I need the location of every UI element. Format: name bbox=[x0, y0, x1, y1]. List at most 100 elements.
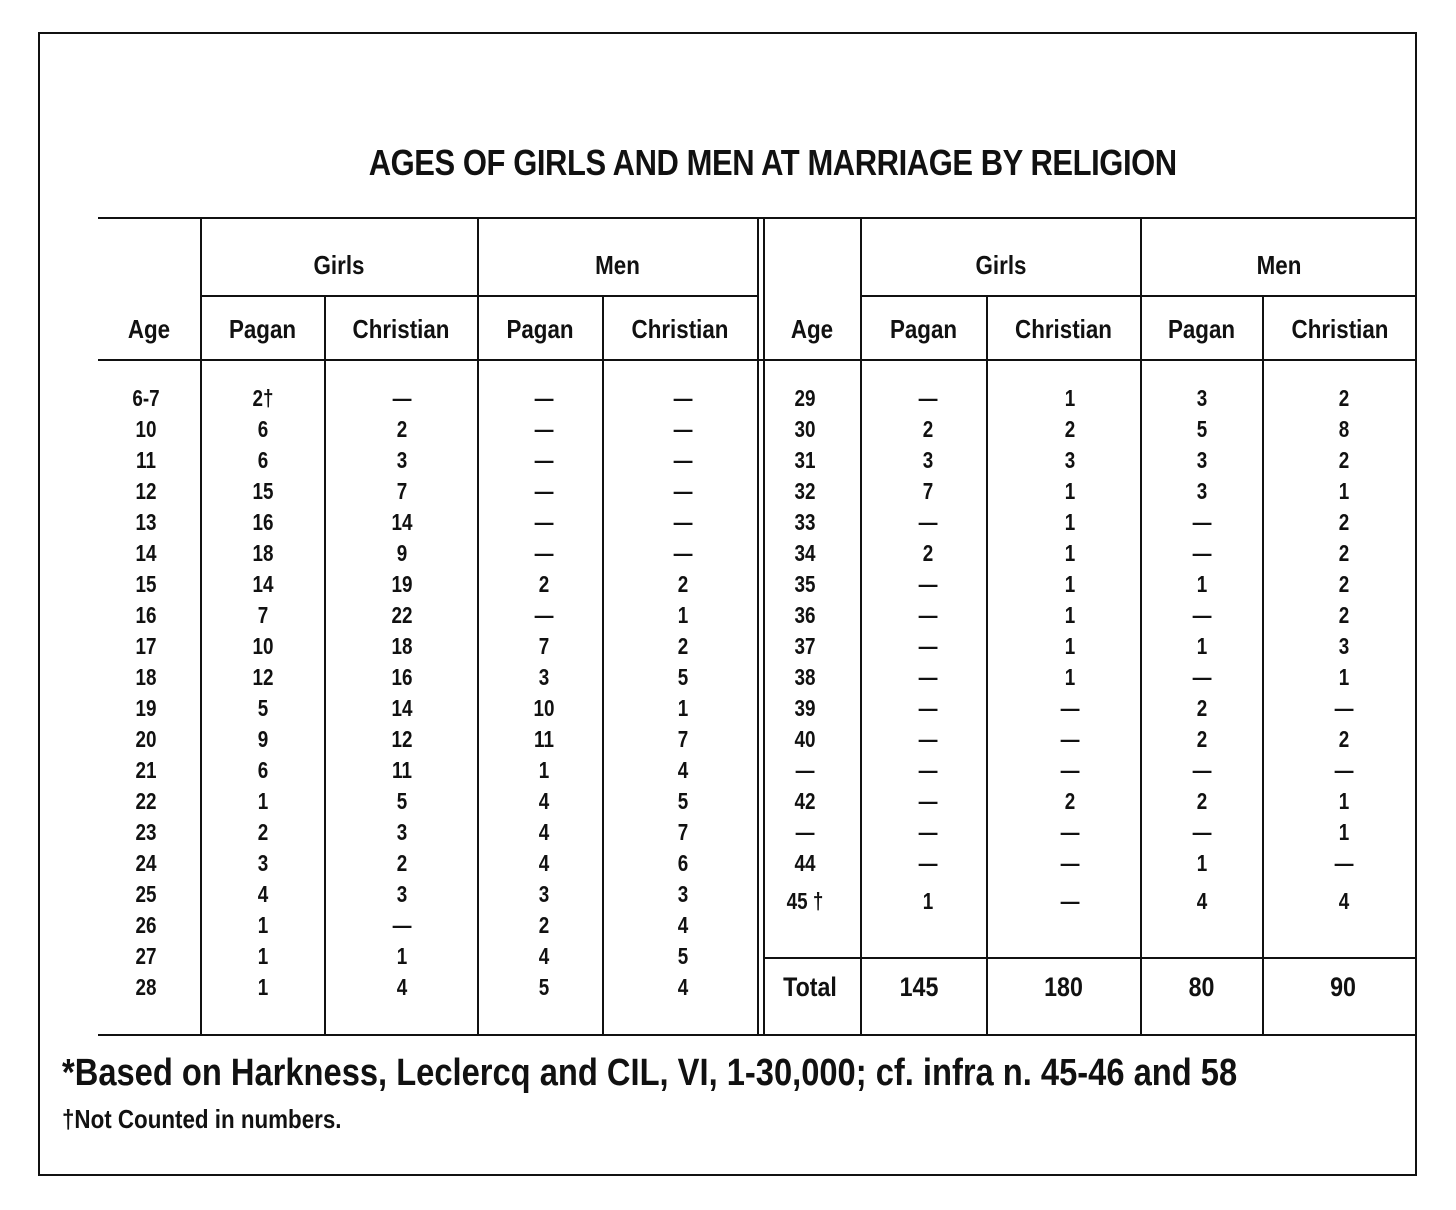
total-rule bbox=[764, 957, 1417, 959]
right-men-pagan-cell: 5 bbox=[1196, 416, 1208, 442]
left-age-cell: 15 bbox=[135, 571, 157, 597]
left-men-pagan-cell: — bbox=[534, 385, 554, 411]
right-men-pagan-cell: 1 bbox=[1196, 633, 1208, 659]
left-men-pagan-cell: 2 bbox=[538, 912, 550, 938]
left-men-pagan-cell: 5 bbox=[538, 974, 550, 1000]
right-girls-christian-cell: — bbox=[1060, 757, 1080, 783]
right-girls-christian-cell: 1 bbox=[1064, 602, 1076, 628]
right-men-christian-cell: 2 bbox=[1338, 571, 1350, 597]
right-men-christian-cell: — bbox=[1334, 695, 1354, 721]
right-girls-pagan-cell: — bbox=[918, 726, 938, 752]
left-girls-christian-cell: 22 bbox=[391, 602, 413, 628]
header-pagan: Pagan bbox=[228, 314, 297, 344]
right-age-cell: 44 bbox=[794, 850, 816, 876]
left-girls-pagan-cell: 16 bbox=[252, 509, 274, 535]
left-girls-pagan-cell: 10 bbox=[252, 633, 274, 659]
left-age-cell: 16 bbox=[135, 602, 157, 628]
right-age-cell: 33 bbox=[794, 509, 816, 535]
left-age-cell: 25 bbox=[135, 881, 157, 907]
header-christian: Christian bbox=[1291, 314, 1389, 344]
right-age-cell: 32 bbox=[794, 478, 816, 504]
header-girls-left: Girls bbox=[313, 250, 365, 280]
left-girls-christian-cell: 19 bbox=[391, 571, 413, 597]
left-age-cell: 19 bbox=[135, 695, 157, 721]
left-men-christian-cell: 4 bbox=[677, 757, 689, 783]
right-girls-pagan-cell: — bbox=[918, 850, 938, 876]
left-men-pagan-cell: 4 bbox=[538, 943, 550, 969]
center-double-rule bbox=[763, 217, 765, 1035]
left-men-christian-cell: 5 bbox=[677, 788, 689, 814]
left-men-christian-cell: — bbox=[673, 416, 693, 442]
right-men-pagan-cell: 3 bbox=[1196, 385, 1208, 411]
left-girls-christian-cell: — bbox=[392, 912, 412, 938]
left-men-christian-cell: 2 bbox=[677, 633, 689, 659]
left-men-pagan-cell: 3 bbox=[538, 664, 550, 690]
right-age-cell: 29 bbox=[794, 385, 816, 411]
right-girls-pagan-cell: — bbox=[918, 509, 938, 535]
total-label: Total bbox=[783, 972, 837, 1002]
right-age-cell: 39 bbox=[794, 695, 816, 721]
right-girls-pagan-cell: — bbox=[918, 633, 938, 659]
left-age-cell: 28 bbox=[135, 974, 157, 1000]
left-girls-christian-cell: 2 bbox=[396, 416, 408, 442]
col-divider bbox=[860, 217, 862, 1035]
header-pagan: Pagan bbox=[1167, 314, 1236, 344]
center-double-rule bbox=[757, 217, 759, 1035]
right-age-cell: 45 † bbox=[786, 888, 824, 914]
right-girls-christian-cell: 1 bbox=[1064, 633, 1076, 659]
left-girls-christian-cell: 1 bbox=[396, 943, 408, 969]
left-girls-pagan-cell: 6 bbox=[257, 416, 269, 442]
left-girls-pagan-cell: 1 bbox=[257, 974, 269, 1000]
left-men-pagan-cell: 10 bbox=[533, 695, 555, 721]
right-age-cell: 38 bbox=[794, 664, 816, 690]
left-men-christian-cell: 2 bbox=[677, 571, 689, 597]
left-men-christian-cell: 4 bbox=[677, 974, 689, 1000]
right-men-christian-cell: 8 bbox=[1338, 416, 1350, 442]
left-men-pagan-cell: 4 bbox=[538, 819, 550, 845]
left-age-cell: 20 bbox=[135, 726, 157, 752]
left-men-pagan-cell: 7 bbox=[538, 633, 550, 659]
right-age-cell: 35 bbox=[794, 571, 816, 597]
left-men-pagan-cell: 3 bbox=[538, 881, 550, 907]
total-men-christian: 90 bbox=[1330, 972, 1356, 1002]
right-girls-pagan-cell: — bbox=[918, 695, 938, 721]
right-girls-christian-cell: 1 bbox=[1064, 664, 1076, 690]
right-men-pagan-cell: 2 bbox=[1196, 726, 1208, 752]
right-girls-christian-cell: 2 bbox=[1064, 416, 1076, 442]
left-girls-pagan-cell: 3 bbox=[257, 850, 269, 876]
left-men-pagan-cell: 1 bbox=[538, 757, 550, 783]
right-age-cell: 40 bbox=[794, 726, 816, 752]
header-age-right: Age bbox=[790, 314, 834, 344]
right-men-christian-cell: 1 bbox=[1338, 819, 1350, 845]
right-men-pagan-cell: 1 bbox=[1196, 850, 1208, 876]
left-girls-christian-cell: 18 bbox=[391, 633, 413, 659]
right-girls-pagan-cell: 3 bbox=[922, 447, 934, 473]
left-girls-christian-cell: 9 bbox=[396, 540, 408, 566]
right-men-christian-cell: 2 bbox=[1338, 602, 1350, 628]
right-men-christian-cell: 3 bbox=[1338, 633, 1350, 659]
header-christian: Christian bbox=[1015, 314, 1112, 344]
left-men-christian-cell: 1 bbox=[677, 695, 689, 721]
right-men-christian-cell: — bbox=[1334, 850, 1354, 876]
header-christian: Christian bbox=[352, 314, 450, 344]
right-men-christian-cell: 2 bbox=[1338, 447, 1350, 473]
left-men-pagan-cell: — bbox=[534, 602, 554, 628]
left-men-christian-cell: 7 bbox=[677, 726, 689, 752]
left-girls-christian-cell: 11 bbox=[392, 757, 412, 783]
left-men-christian-cell: — bbox=[673, 540, 693, 566]
right-men-pagan-cell: — bbox=[1192, 509, 1212, 535]
header-men-right: Men bbox=[1256, 250, 1302, 280]
left-girls-christian-cell: 2 bbox=[396, 850, 408, 876]
right-men-pagan-cell: — bbox=[1192, 757, 1212, 783]
col-divider bbox=[602, 295, 604, 1035]
left-men-christian-cell: 5 bbox=[677, 664, 689, 690]
left-age-cell: 22 bbox=[135, 788, 157, 814]
total-girls-christian: 180 bbox=[1044, 972, 1083, 1002]
left-men-christian-cell: — bbox=[673, 385, 693, 411]
right-girls-pagan-cell: — bbox=[918, 385, 938, 411]
left-men-christian-cell: 3 bbox=[677, 881, 689, 907]
left-age-cell: 18 bbox=[135, 664, 157, 690]
left-age-cell: 23 bbox=[135, 819, 157, 845]
right-girls-christian-cell: — bbox=[1060, 888, 1080, 914]
left-girls-pagan-cell: 14 bbox=[252, 571, 274, 597]
